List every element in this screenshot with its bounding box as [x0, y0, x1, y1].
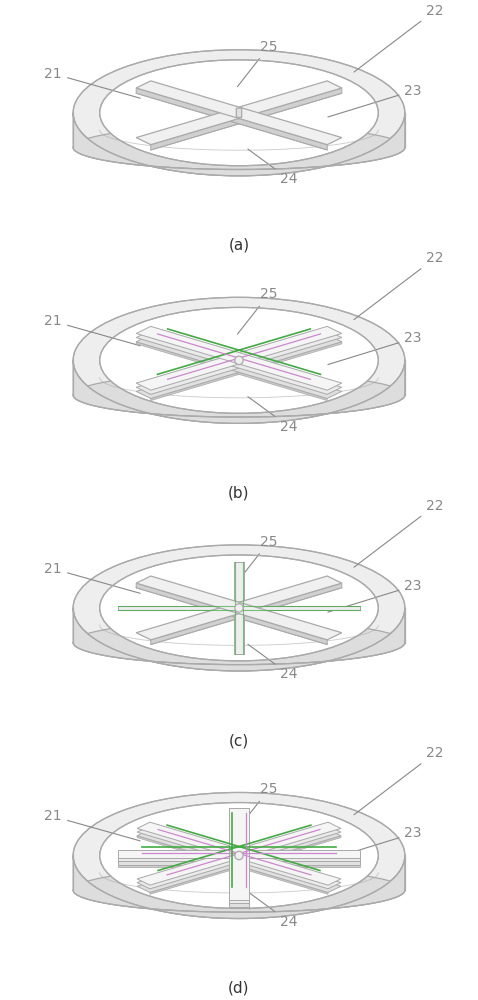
Polygon shape — [234, 562, 244, 654]
Polygon shape — [118, 853, 360, 861]
Polygon shape — [136, 342, 327, 401]
Ellipse shape — [100, 307, 378, 413]
Text: 25: 25 — [238, 287, 278, 334]
Ellipse shape — [100, 803, 378, 908]
Text: 25: 25 — [238, 535, 278, 582]
Ellipse shape — [73, 125, 405, 170]
Polygon shape — [118, 606, 360, 610]
Text: 25: 25 — [238, 782, 278, 829]
Text: 21: 21 — [44, 809, 140, 841]
Polygon shape — [228, 808, 250, 900]
Ellipse shape — [73, 297, 405, 423]
Ellipse shape — [100, 60, 378, 166]
Text: (a): (a) — [228, 238, 250, 253]
Polygon shape — [136, 331, 342, 394]
Polygon shape — [73, 360, 405, 423]
Polygon shape — [151, 88, 342, 150]
Text: (d): (d) — [228, 981, 250, 996]
Polygon shape — [73, 608, 405, 671]
Polygon shape — [137, 822, 341, 885]
Text: (c): (c) — [229, 733, 249, 748]
Polygon shape — [136, 335, 342, 398]
Circle shape — [235, 604, 243, 612]
Text: 21: 21 — [44, 314, 140, 346]
Polygon shape — [137, 829, 341, 892]
Ellipse shape — [73, 373, 405, 417]
Circle shape — [235, 851, 243, 860]
Text: 23: 23 — [328, 826, 422, 860]
Text: 23: 23 — [328, 579, 422, 612]
Ellipse shape — [73, 621, 405, 665]
Polygon shape — [151, 583, 342, 645]
Polygon shape — [118, 865, 360, 867]
FancyBboxPatch shape — [236, 108, 242, 117]
Polygon shape — [136, 576, 342, 640]
Ellipse shape — [73, 792, 405, 919]
Polygon shape — [73, 113, 405, 176]
Polygon shape — [136, 326, 342, 390]
Polygon shape — [150, 836, 341, 894]
Ellipse shape — [73, 868, 405, 912]
Polygon shape — [136, 326, 342, 390]
Polygon shape — [118, 857, 360, 865]
Text: 23: 23 — [328, 84, 422, 117]
Polygon shape — [228, 815, 250, 907]
Polygon shape — [73, 855, 405, 919]
Polygon shape — [136, 81, 342, 145]
Polygon shape — [136, 335, 342, 398]
Polygon shape — [136, 81, 342, 145]
Polygon shape — [151, 342, 342, 401]
Text: 23: 23 — [328, 331, 422, 365]
Polygon shape — [136, 576, 342, 640]
Text: 24: 24 — [248, 892, 297, 929]
Polygon shape — [137, 836, 328, 894]
Polygon shape — [137, 826, 341, 889]
Circle shape — [235, 356, 243, 365]
Polygon shape — [136, 331, 342, 394]
Ellipse shape — [73, 545, 405, 671]
Text: 24: 24 — [248, 397, 297, 434]
Polygon shape — [136, 88, 327, 150]
Polygon shape — [137, 822, 341, 885]
Ellipse shape — [73, 50, 405, 176]
Polygon shape — [137, 829, 341, 892]
Text: 24: 24 — [248, 644, 297, 681]
Polygon shape — [228, 811, 250, 903]
Text: (b): (b) — [228, 486, 250, 501]
Ellipse shape — [100, 555, 378, 661]
Polygon shape — [118, 850, 360, 858]
Text: 22: 22 — [354, 499, 444, 567]
Text: 22: 22 — [354, 251, 444, 320]
Text: 22: 22 — [354, 4, 444, 72]
Polygon shape — [137, 826, 341, 889]
Text: 22: 22 — [354, 746, 444, 815]
Text: 25: 25 — [238, 40, 278, 87]
Text: 21: 21 — [44, 67, 140, 98]
Text: 21: 21 — [44, 562, 140, 593]
Polygon shape — [136, 583, 327, 645]
Text: 24: 24 — [248, 149, 297, 186]
